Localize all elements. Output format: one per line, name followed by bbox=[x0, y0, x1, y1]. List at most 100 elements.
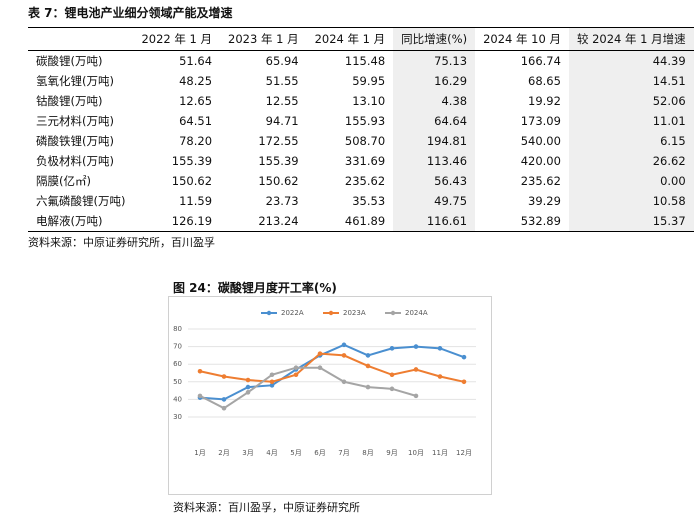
table-cell: 116.61 bbox=[393, 211, 476, 232]
header-cell: 较 2024 年 1 月增速 bbox=[568, 27, 694, 51]
table-cell: 155.39 bbox=[171, 154, 213, 168]
table-cell: 电解液(万吨) bbox=[28, 211, 134, 232]
table-cell: 540.00 bbox=[520, 134, 561, 148]
table-cell: 0.00 bbox=[568, 171, 694, 191]
table-cell: 6.15 bbox=[568, 131, 694, 151]
x-tick-label: 4月 bbox=[266, 449, 277, 457]
x-tick-label: 12月 bbox=[456, 449, 472, 457]
table-row: 负极材料(万吨) 155.39 155.39 331.69 113.46 420.00 26… bbox=[28, 151, 694, 171]
x-tick-label: 1月 bbox=[194, 449, 205, 457]
table-cell: 14.51 bbox=[568, 71, 694, 91]
table-cell: 331.69 bbox=[344, 154, 386, 168]
table-cell: 75.13 bbox=[393, 50, 476, 71]
header-cell: 2024 年 1 月 bbox=[306, 27, 394, 51]
point bbox=[413, 393, 419, 399]
x-tick-label: 9月 bbox=[386, 449, 397, 457]
point bbox=[413, 344, 419, 349]
point bbox=[413, 367, 419, 372]
point bbox=[293, 372, 299, 378]
table-cell: 65.94 bbox=[265, 54, 299, 68]
table-cell: 150.62 bbox=[258, 174, 299, 188]
table-source: 资料来源：中原证券研究所，百川盈孚 bbox=[28, 236, 215, 249]
point bbox=[389, 346, 395, 351]
series-line bbox=[199, 343, 465, 401]
legend-marker bbox=[328, 310, 334, 316]
table-cell: 56.43 bbox=[393, 171, 476, 191]
table-cell: 13.10 bbox=[352, 94, 386, 108]
table-cell: 235.62 bbox=[520, 174, 561, 188]
table-cell: 碳酸锂(万吨) bbox=[36, 54, 103, 68]
point bbox=[317, 365, 323, 371]
table-row: 磷酸铁锂(万吨) 78.20 172.55 508.70 194.81 540.00 6.1… bbox=[28, 131, 694, 151]
table-cell: 94.71 bbox=[265, 114, 299, 128]
table-cell: 44.39 bbox=[568, 50, 694, 71]
table-cell: 173.09 bbox=[520, 114, 561, 128]
table-cell: 64.51 bbox=[179, 114, 213, 128]
x-tick-label: 7月 bbox=[338, 449, 349, 457]
header-cell bbox=[28, 27, 134, 51]
table-cell: 508.70 bbox=[344, 134, 386, 148]
point bbox=[221, 397, 227, 402]
table-cell: 钴酸锂(万吨) bbox=[36, 94, 103, 108]
table-cell: 64.64 bbox=[393, 111, 476, 131]
x-tick-label: 5月 bbox=[290, 449, 301, 457]
table-cell: 420.00 bbox=[520, 154, 561, 168]
series-line bbox=[199, 366, 417, 410]
table-cell: 15.37 bbox=[568, 211, 694, 232]
point bbox=[461, 379, 467, 385]
y-tick-label: 50 bbox=[173, 378, 182, 386]
point bbox=[365, 384, 371, 390]
table-row: 碳酸锂(万吨) 51.64 65.94 115.48 75.13 166.74 44.39 bbox=[28, 50, 694, 71]
header-cell: 同比增速(%) bbox=[393, 27, 476, 51]
table-cell: 461.89 bbox=[306, 211, 394, 232]
table-cell: 磷酸铁锂(万吨) bbox=[36, 134, 114, 148]
table-cell: 12.55 bbox=[265, 94, 299, 108]
x-tick-label: 6月 bbox=[314, 449, 325, 457]
table-title: 表 7：锂电池产业细分领域产能及增速 bbox=[28, 6, 233, 20]
table-cell: 235.62 bbox=[344, 174, 386, 188]
point bbox=[365, 353, 371, 358]
y-tick-label: 60 bbox=[173, 360, 182, 368]
point bbox=[437, 346, 443, 351]
table-row: 隔膜(亿㎡) 150.62 150.62 235.62 56.43 235.62 0.00 bbox=[28, 171, 694, 191]
point bbox=[389, 372, 395, 378]
point bbox=[341, 353, 347, 358]
table-cell: 49.75 bbox=[393, 191, 476, 211]
point bbox=[245, 390, 251, 395]
point bbox=[197, 368, 203, 374]
legend-marker bbox=[390, 310, 396, 316]
table-cell: 194.81 bbox=[393, 131, 476, 151]
point bbox=[437, 374, 443, 379]
table-cell: 172.55 bbox=[258, 134, 299, 148]
point bbox=[365, 363, 371, 369]
point bbox=[197, 393, 203, 399]
legend-label: 2024A bbox=[405, 309, 428, 317]
chart-frame: 30 40 50 60 70 80 1月 2月 3月 4月 5月 6月 7月 8月 9月 10月 11月 12月 2… bbox=[168, 296, 492, 495]
point bbox=[245, 384, 251, 390]
table-cell: 12.65 bbox=[179, 94, 213, 108]
y-tick-label: 70 bbox=[173, 343, 182, 351]
point bbox=[221, 405, 227, 411]
table-cell: 155.39 bbox=[258, 154, 299, 168]
legend-label: 2023A bbox=[343, 309, 366, 317]
table-cell: 10.58 bbox=[568, 191, 694, 211]
point bbox=[341, 342, 347, 348]
table: 2022 年 1 月 2023 年 1 月 2024 年 1 月同比增速(%) 202… bbox=[28, 27, 694, 232]
point bbox=[341, 379, 347, 385]
y-tick-label: 40 bbox=[173, 395, 182, 403]
table-cell: 113.46 bbox=[393, 151, 476, 171]
table-cell: 六氟磷酸锂(万吨) bbox=[36, 194, 126, 208]
x-tick-label: 8月 bbox=[362, 449, 373, 457]
x-tick-label: 3月 bbox=[242, 449, 253, 457]
point bbox=[317, 351, 323, 356]
table-cell: 19.92 bbox=[528, 94, 561, 108]
table-row: 三元材料(万吨) 64.51 94.71 155.93 64.64 173.09 11.01 bbox=[28, 111, 694, 131]
table-cell: 11.01 bbox=[568, 111, 694, 131]
point bbox=[461, 354, 467, 360]
x-tick-label: 2月 bbox=[218, 449, 229, 457]
table-cell: 16.29 bbox=[393, 71, 476, 91]
point bbox=[293, 365, 299, 371]
table-cell: 126.19 bbox=[133, 211, 221, 232]
table-cell: 负极材料(万吨) bbox=[36, 154, 114, 168]
table-cell: 48.25 bbox=[179, 74, 213, 88]
